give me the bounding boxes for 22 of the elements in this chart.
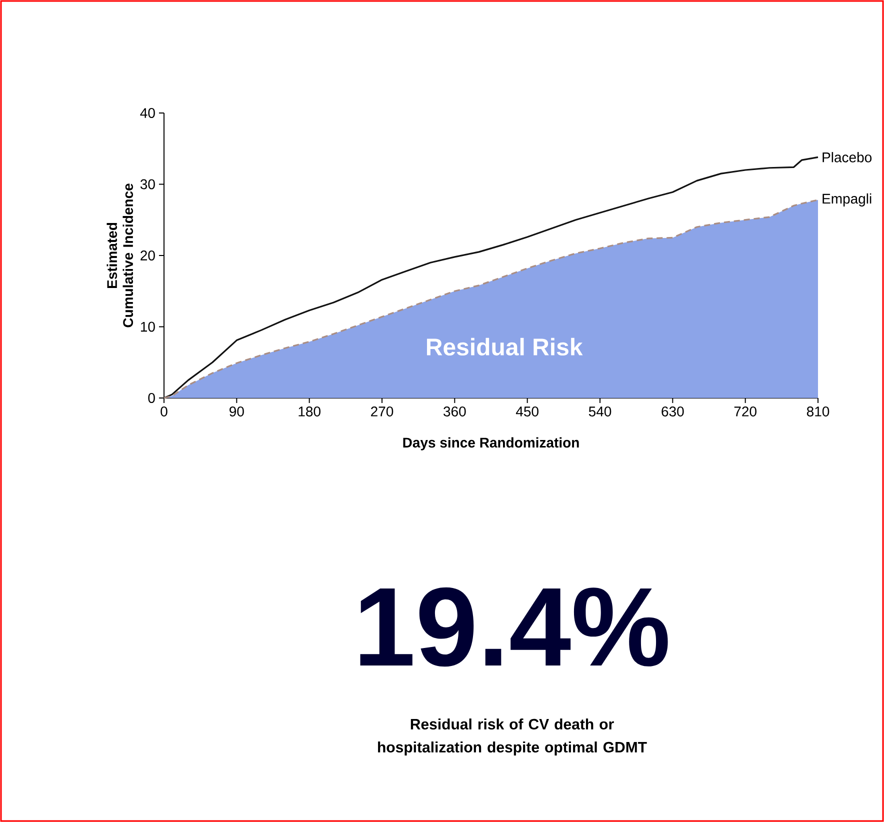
y-tick-label: 40 bbox=[140, 108, 155, 118]
y-tick-label: 30 bbox=[140, 179, 155, 190]
y-axis-title: Estimated Cumulative Incidence bbox=[106, 184, 134, 328]
x-tick-label: 720 bbox=[734, 406, 756, 416]
annotation: Residual Risk bbox=[426, 338, 583, 356]
x-tick-label: 360 bbox=[444, 406, 466, 416]
x-tick-label: 540 bbox=[588, 406, 612, 416]
text: Residual risk of CV death or hospitalization despite optimal GDMT bbox=[378, 718, 647, 756]
y-tick-label: 10 bbox=[140, 322, 155, 332]
x-tick-label: 270 bbox=[371, 406, 394, 416]
series-label: Placebo bbox=[822, 152, 872, 162]
x-tick-label: 810 bbox=[806, 406, 830, 416]
x-tick-label: 0 bbox=[160, 406, 168, 416]
x-tick-label: 450 bbox=[516, 406, 538, 416]
y-tick-label: 20 bbox=[140, 250, 155, 260]
series-label: Empagli bbox=[822, 193, 872, 206]
x-axis-title: Days since Randomization bbox=[403, 437, 579, 450]
x-tick-label: 630 bbox=[662, 406, 684, 416]
y-tick-label: 0 bbox=[148, 393, 155, 403]
text: 19.4% bbox=[360, 587, 668, 667]
x-tick-label: 180 bbox=[298, 406, 320, 416]
x-tick-label: 90 bbox=[230, 406, 244, 416]
